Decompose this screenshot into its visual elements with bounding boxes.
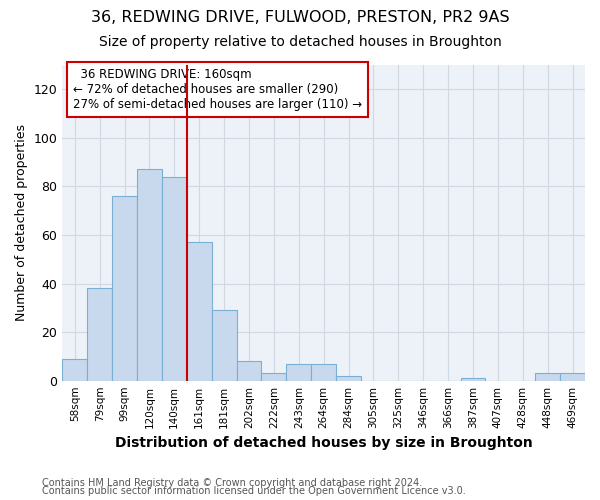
Text: Size of property relative to detached houses in Broughton: Size of property relative to detached ho… [98,35,502,49]
Bar [162,176,187,380]
Text: 36 REDWING DRIVE: 160sqm  
← 72% of detached houses are smaller (290)
27% of sem: 36 REDWING DRIVE: 160sqm ← 72% of detach… [73,68,362,111]
Bar [560,374,585,380]
Bar [137,170,162,380]
Bar [212,310,236,380]
Bar [87,288,112,380]
Bar [286,364,311,380]
Text: 36, REDWING DRIVE, FULWOOD, PRESTON, PR2 9AS: 36, REDWING DRIVE, FULWOOD, PRESTON, PR2… [91,10,509,25]
Text: Contains public sector information licensed under the Open Government Licence v3: Contains public sector information licen… [42,486,466,496]
Bar [311,364,336,380]
Y-axis label: Number of detached properties: Number of detached properties [15,124,28,322]
Bar [187,242,212,380]
Text: Contains HM Land Registry data © Crown copyright and database right 2024.: Contains HM Land Registry data © Crown c… [42,478,422,488]
Bar [62,359,87,380]
Bar [535,374,560,380]
Bar [236,362,262,380]
Bar [461,378,485,380]
Bar [262,374,286,380]
Bar [336,376,361,380]
Bar [112,196,137,380]
X-axis label: Distribution of detached houses by size in Broughton: Distribution of detached houses by size … [115,436,533,450]
